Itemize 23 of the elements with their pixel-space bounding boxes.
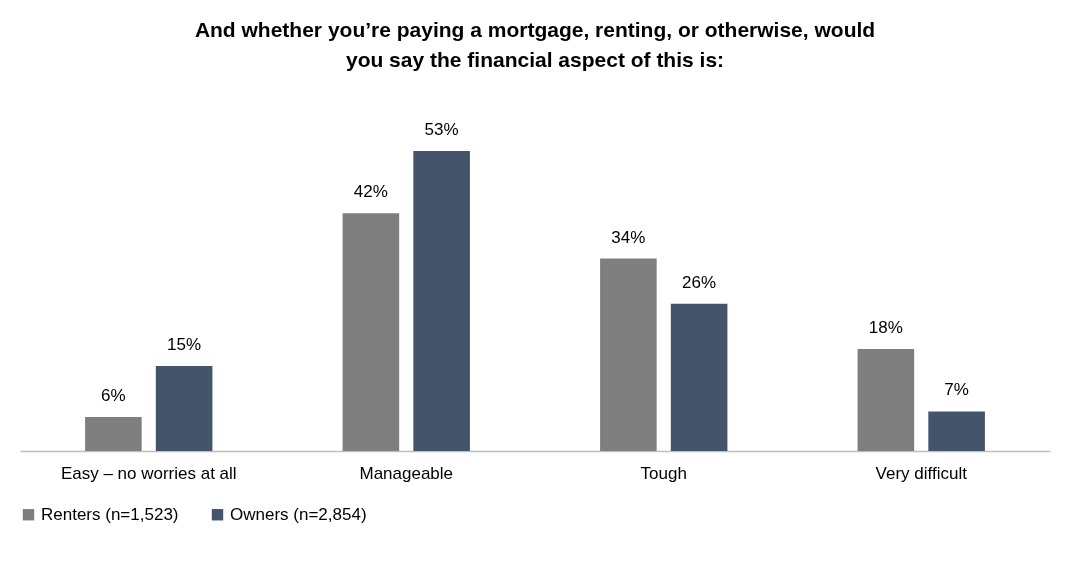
bar bbox=[670, 303, 728, 451]
data-label: 18% bbox=[868, 318, 903, 338]
bar bbox=[342, 213, 400, 451]
legend-label: Owners (n=2,854) bbox=[230, 504, 367, 524]
data-label: 6% bbox=[101, 386, 126, 406]
data-label: 15% bbox=[167, 335, 202, 355]
x-tick-label: Tough bbox=[640, 463, 687, 483]
data-label: 26% bbox=[682, 272, 717, 292]
bar bbox=[85, 417, 142, 451]
bar bbox=[155, 366, 213, 451]
bar bbox=[928, 411, 985, 451]
bar bbox=[600, 258, 657, 451]
data-label: 7% bbox=[944, 380, 969, 400]
x-tick-label: Easy – no worries at all bbox=[60, 463, 237, 483]
chart-title: And whether you’re paying a mortgage, renting, or otherwise, would you say the financial aspect of this is: bbox=[194, 18, 876, 71]
data-label: 42% bbox=[353, 182, 388, 202]
data-label: 34% bbox=[611, 227, 646, 247]
x-tick-label: Manageable bbox=[359, 463, 454, 483]
x-tick-label: Very difficult bbox=[875, 463, 968, 483]
legend-label: Renters (n=1,523) bbox=[41, 504, 179, 524]
data-label: 53% bbox=[424, 120, 459, 139]
bar bbox=[413, 151, 470, 451]
bar bbox=[857, 349, 915, 451]
